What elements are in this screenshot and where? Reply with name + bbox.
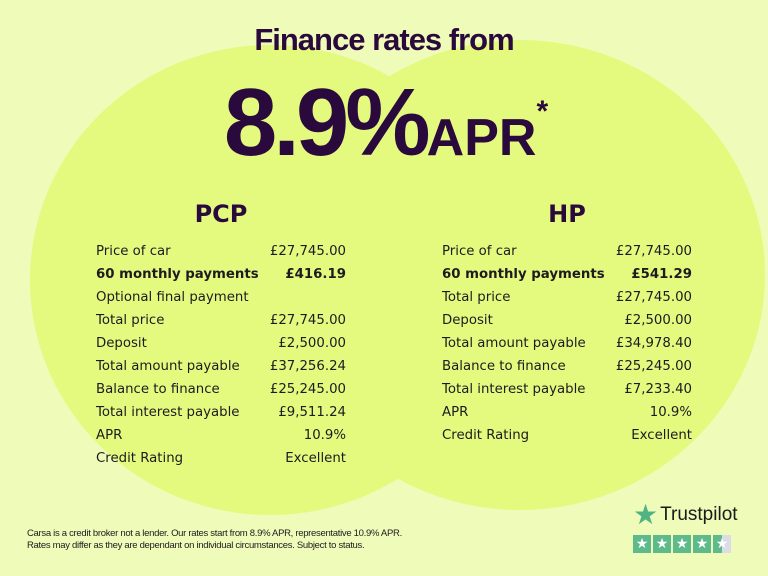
rate-value: 8.9% <box>223 69 431 176</box>
disclaimer: Carsa is a credit broker not a lender. O… <box>27 528 402 552</box>
row-label: Balance to finance <box>96 382 220 397</box>
headline: Finance rates from <box>254 22 514 57</box>
asterisk: * <box>536 95 548 128</box>
row-value: £27,745.00 <box>615 290 692 305</box>
row-value: 10.9% <box>303 428 346 443</box>
table-row: Optional final payment <box>96 286 346 309</box>
table-row: Price of car £27,745.00 <box>96 240 346 263</box>
rating-star-icon: ★ <box>653 535 671 553</box>
row-label: Price of car <box>96 244 171 259</box>
row-value: £27,745.00 <box>269 244 346 259</box>
table-row: Total amount payable £34,978.40 <box>442 332 692 355</box>
row-label: Optional final payment <box>96 290 249 305</box>
row-value: 10.9% <box>649 405 692 420</box>
row-value: Excellent <box>285 451 346 466</box>
table-row: Balance to finance £25,245.00 <box>442 355 692 378</box>
row-value: £2,500.00 <box>624 313 692 328</box>
table-row: APR 10.9% <box>96 424 346 447</box>
pcp-table: PCP Price of car £27,745.00 60 monthly pay… <box>96 200 346 470</box>
table-row: Total price £27,745.00 <box>442 286 692 309</box>
disclaimer-line-2: Rates may differ as they are dependant o… <box>27 540 365 551</box>
rating-star-icon: ★ <box>633 535 651 553</box>
row-value: £37,256.24 <box>269 359 346 374</box>
row-label: Total price <box>96 313 165 328</box>
trustpilot-name: Trustpilot <box>660 503 738 525</box>
rating-star-icon: ★ <box>693 535 711 553</box>
trustpilot-star-icon: ★ <box>633 499 659 530</box>
row-value: £25,245.00 <box>269 382 346 397</box>
row-value: £416.19 <box>285 267 346 282</box>
row-value: £2,500.00 <box>278 336 346 351</box>
trustpilot-rating: ★ ★ ★ ★ ★ <box>633 535 738 553</box>
row-value: Excellent <box>631 428 692 443</box>
row-value: £27,745.00 <box>269 313 346 328</box>
row-value: £7,233.40 <box>624 382 692 397</box>
row-label: Credit Rating <box>442 428 530 443</box>
table-row: Balance to finance £25,245.00 <box>96 378 346 401</box>
rate-display: 8.9%APR* <box>0 62 768 188</box>
row-value: £34,978.40 <box>615 336 692 351</box>
table-row: Total interest payable £9,511.24 <box>96 401 346 424</box>
hp-table: HP Price of car £27,745.00 60 monthly paym… <box>442 200 692 447</box>
row-value: £27,745.00 <box>615 244 692 259</box>
table-row: Deposit £2,500.00 <box>442 309 692 332</box>
table-row: 60 monthly payments £541.29 <box>442 263 692 286</box>
row-label: APR <box>442 405 469 420</box>
rating-star-icon: ★ <box>673 535 691 553</box>
row-label: Total interest payable <box>442 382 586 397</box>
row-label: Total amount payable <box>96 359 240 374</box>
row-label: 60 monthly payments <box>96 267 259 282</box>
row-label: Total price <box>442 290 511 305</box>
background-circle-right <box>275 40 765 510</box>
rating-star-icon: ★ <box>713 535 731 553</box>
pcp-title: PCP <box>194 200 248 228</box>
table-row: Deposit £2,500.00 <box>96 332 346 355</box>
disclaimer-line-1: Carsa is a credit broker not a lender. O… <box>27 528 402 539</box>
trustpilot-badge[interactable]: ★ Trustpilot ★ ★ ★ ★ ★ <box>633 498 738 553</box>
row-label: Balance to finance <box>442 359 566 374</box>
rate-suffix: APR <box>426 109 537 167</box>
table-row: APR 10.9% <box>442 401 692 424</box>
row-label: Total interest payable <box>96 405 240 420</box>
table-row: Total interest payable £7,233.40 <box>442 378 692 401</box>
table-row: Total amount payable £37,256.24 <box>96 355 346 378</box>
row-value: £541.29 <box>631 267 692 282</box>
table-row: Price of car £27,745.00 <box>442 240 692 263</box>
table-row: Credit Rating Excellent <box>96 447 346 470</box>
row-value: £25,245.00 <box>615 359 692 374</box>
row-label: 60 monthly payments <box>442 267 605 282</box>
row-label: Price of car <box>442 244 517 259</box>
row-label: APR <box>96 428 123 443</box>
row-value: £9,511.24 <box>278 405 346 420</box>
row-label: Credit Rating <box>96 451 184 466</box>
hp-title: HP <box>548 200 586 228</box>
row-label: Deposit <box>96 336 147 351</box>
row-label: Deposit <box>442 313 493 328</box>
table-row: 60 monthly payments £416.19 <box>96 263 346 286</box>
table-row: Credit Rating Excellent <box>442 424 692 447</box>
table-row: Total price £27,745.00 <box>96 309 346 332</box>
row-label: Total amount payable <box>442 336 586 351</box>
